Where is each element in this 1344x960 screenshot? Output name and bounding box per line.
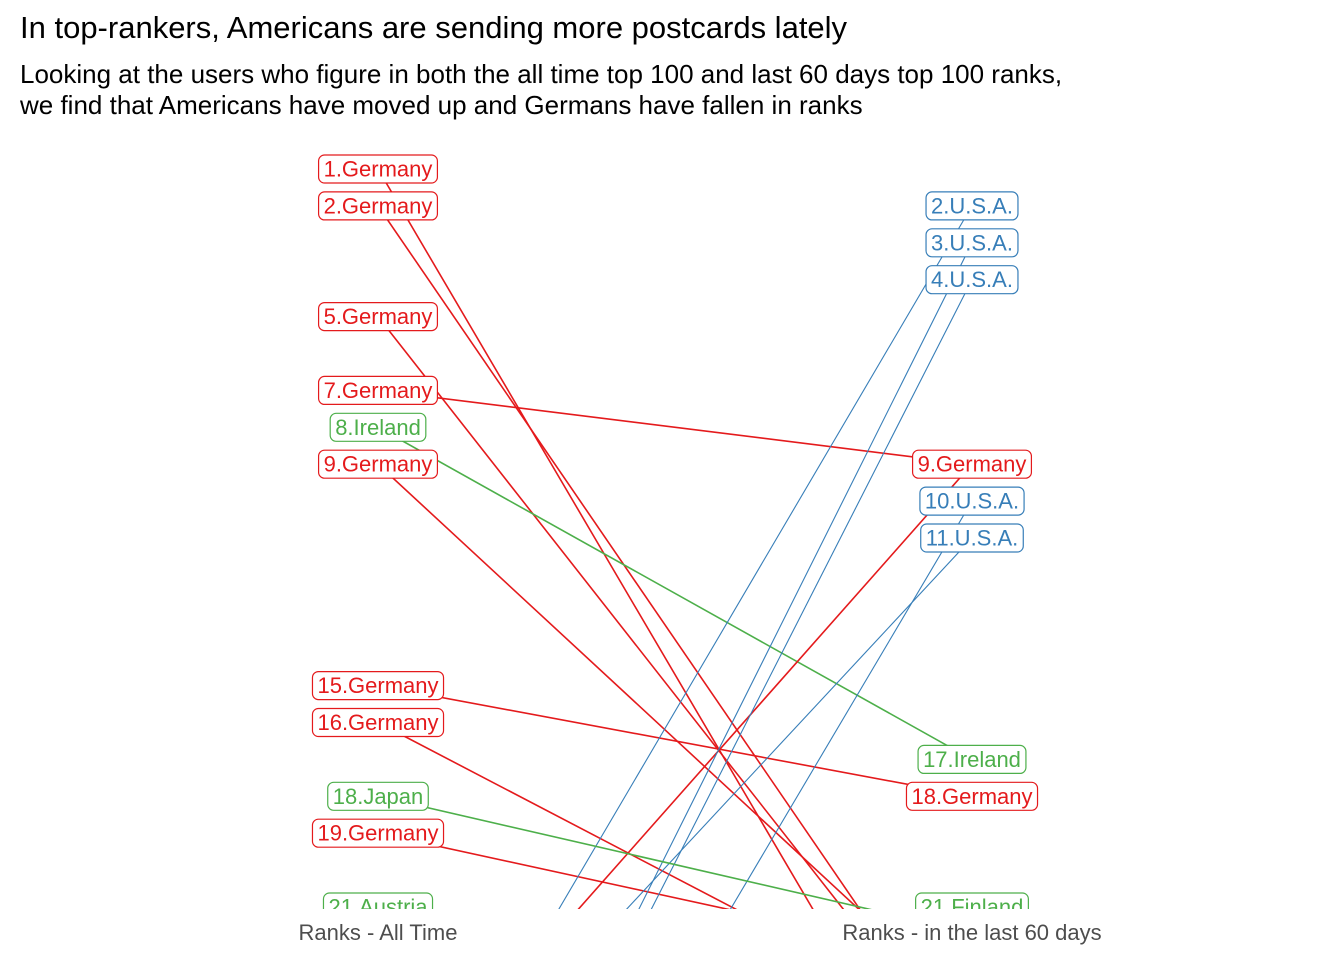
left-rank-label-box	[329, 412, 427, 442]
connection-line-1	[377, 205, 861, 909]
right-rank-label: 10.U.S.A.	[919, 486, 1025, 516]
left-rank-label-box	[317, 449, 439, 479]
subtitle-line-1: Looking at the users who figure in both …	[20, 59, 1063, 89]
connection-line-4	[377, 426, 973, 761]
left-rank-label-text: 16.Germany	[317, 710, 438, 735]
right-rank-label: 2.U.S.A.	[925, 191, 1019, 221]
right-rank-label: 11.U.S.A.	[920, 523, 1024, 553]
connection-line-3	[377, 389, 973, 465]
right-rank-label-text: 21.Finland	[921, 895, 1024, 920]
right-rank-label-text: 2.U.S.A.	[931, 193, 1013, 218]
left-rank-label-text: 8.Ireland	[335, 415, 421, 440]
right-rank-label-box	[925, 191, 1019, 221]
left-rank-label-box	[317, 191, 439, 221]
right-rank-label: 18.Germany	[905, 781, 1039, 811]
connection-line-5	[377, 463, 860, 909]
right-rank-label-box	[905, 781, 1039, 811]
right-rank-label: 4.U.S.A.	[925, 265, 1019, 295]
connection-line-9	[577, 463, 973, 909]
right-rank-label: 21.Finland	[915, 892, 1029, 920]
connection-line-0	[377, 168, 814, 909]
left-rank-label-text: 7.Germany	[324, 378, 433, 403]
left-rank-label: 2.Germany	[317, 191, 439, 221]
left-rank-label-text: 19.Germany	[317, 821, 438, 846]
right-rank-label: 17.Ireland	[917, 744, 1027, 775]
right-rank-label-text: 17.Ireland	[923, 747, 1021, 772]
left-rank-label-box	[317, 375, 439, 405]
connection-line-8	[377, 832, 731, 909]
subtitle-line-2: we find that Americans have moved up and…	[20, 90, 863, 120]
connection-line-13	[626, 537, 973, 909]
right-rank-label: 9.Germany	[911, 449, 1033, 479]
left-rank-label-box	[311, 670, 445, 701]
rank-labels: 1.Germany 2.Germany 5.Germany 7.Germany 8.Ir…	[311, 154, 1039, 920]
right-rank-label-box	[915, 892, 1029, 909]
left-rank-label: 8.Ireland	[329, 412, 427, 442]
left-rank-label-text: 18.Japan	[333, 784, 424, 809]
right-rank-label-box	[920, 523, 1024, 553]
left-rank-label-text: 15.Germany	[317, 673, 438, 698]
left-rank-label: 1.Germany	[317, 154, 439, 184]
connection-line-6	[377, 684, 973, 798]
left-rank-label: 7.Germany	[317, 375, 439, 405]
right-rank-label-text: 18.Germany	[911, 784, 1032, 809]
left-rank-label-text: 9.Germany	[324, 452, 433, 477]
connection-line-10	[558, 205, 973, 909]
right-rank-label-text: 3.U.S.A.	[931, 230, 1013, 255]
connection-line-2	[377, 316, 845, 909]
connection-line-14	[729, 500, 973, 909]
chart-subtitle: Looking at the users who figure in both …	[20, 59, 1320, 121]
left-rank-label: 21.Austria	[322, 892, 434, 920]
left-rank-label-box	[311, 818, 445, 848]
left-rank-label: 5.Germany	[317, 302, 439, 332]
x-axis-label-all-time: Ranks - All Time	[299, 920, 458, 945]
left-rank-label-box	[327, 781, 429, 811]
left-rank-label-text: 21.Austria	[328, 895, 428, 920]
left-rank-label: 19.Germany	[311, 818, 445, 848]
chart-title: In top-rankers, Americans are sending mo…	[20, 10, 848, 45]
connection-line-7	[377, 721, 738, 909]
left-rank-label-text: 2.Germany	[324, 193, 433, 218]
left-rank-label-box	[317, 302, 439, 332]
right-rank-label-text: 10.U.S.A.	[925, 489, 1019, 514]
left-rank-label: 9.Germany	[317, 449, 439, 479]
right-rank-label-box	[919, 486, 1025, 516]
right-rank-label-text: 11.U.S.A.	[926, 526, 1019, 551]
left-rank-label-text: 1.Germany	[324, 157, 433, 182]
left-rank-label-box	[322, 892, 434, 909]
left-rank-label: 18.Japan	[327, 781, 429, 811]
right-rank-label-text: 4.U.S.A.	[931, 267, 1013, 292]
left-rank-label-text: 5.Germany	[324, 304, 433, 329]
connection-line-11	[638, 242, 973, 909]
left-rank-label-box	[317, 154, 439, 184]
connection-line-12	[650, 279, 973, 909]
connection-lines	[377, 168, 973, 909]
right-rank-label-box	[925, 265, 1019, 295]
right-rank-label-box	[925, 228, 1019, 258]
right-rank-label-box	[917, 744, 1027, 775]
right-rank-label-box	[911, 449, 1033, 479]
connection-line-15	[377, 795, 872, 909]
left-rank-label-box	[311, 707, 445, 738]
right-rank-label: 3.U.S.A.	[925, 228, 1019, 258]
left-rank-label: 15.Germany	[311, 670, 445, 701]
right-rank-label-text: 9.Germany	[918, 452, 1027, 477]
left-rank-label: 16.Germany	[311, 707, 445, 738]
x-axis-label-last-60-days: Ranks - in the last 60 days	[842, 920, 1101, 945]
